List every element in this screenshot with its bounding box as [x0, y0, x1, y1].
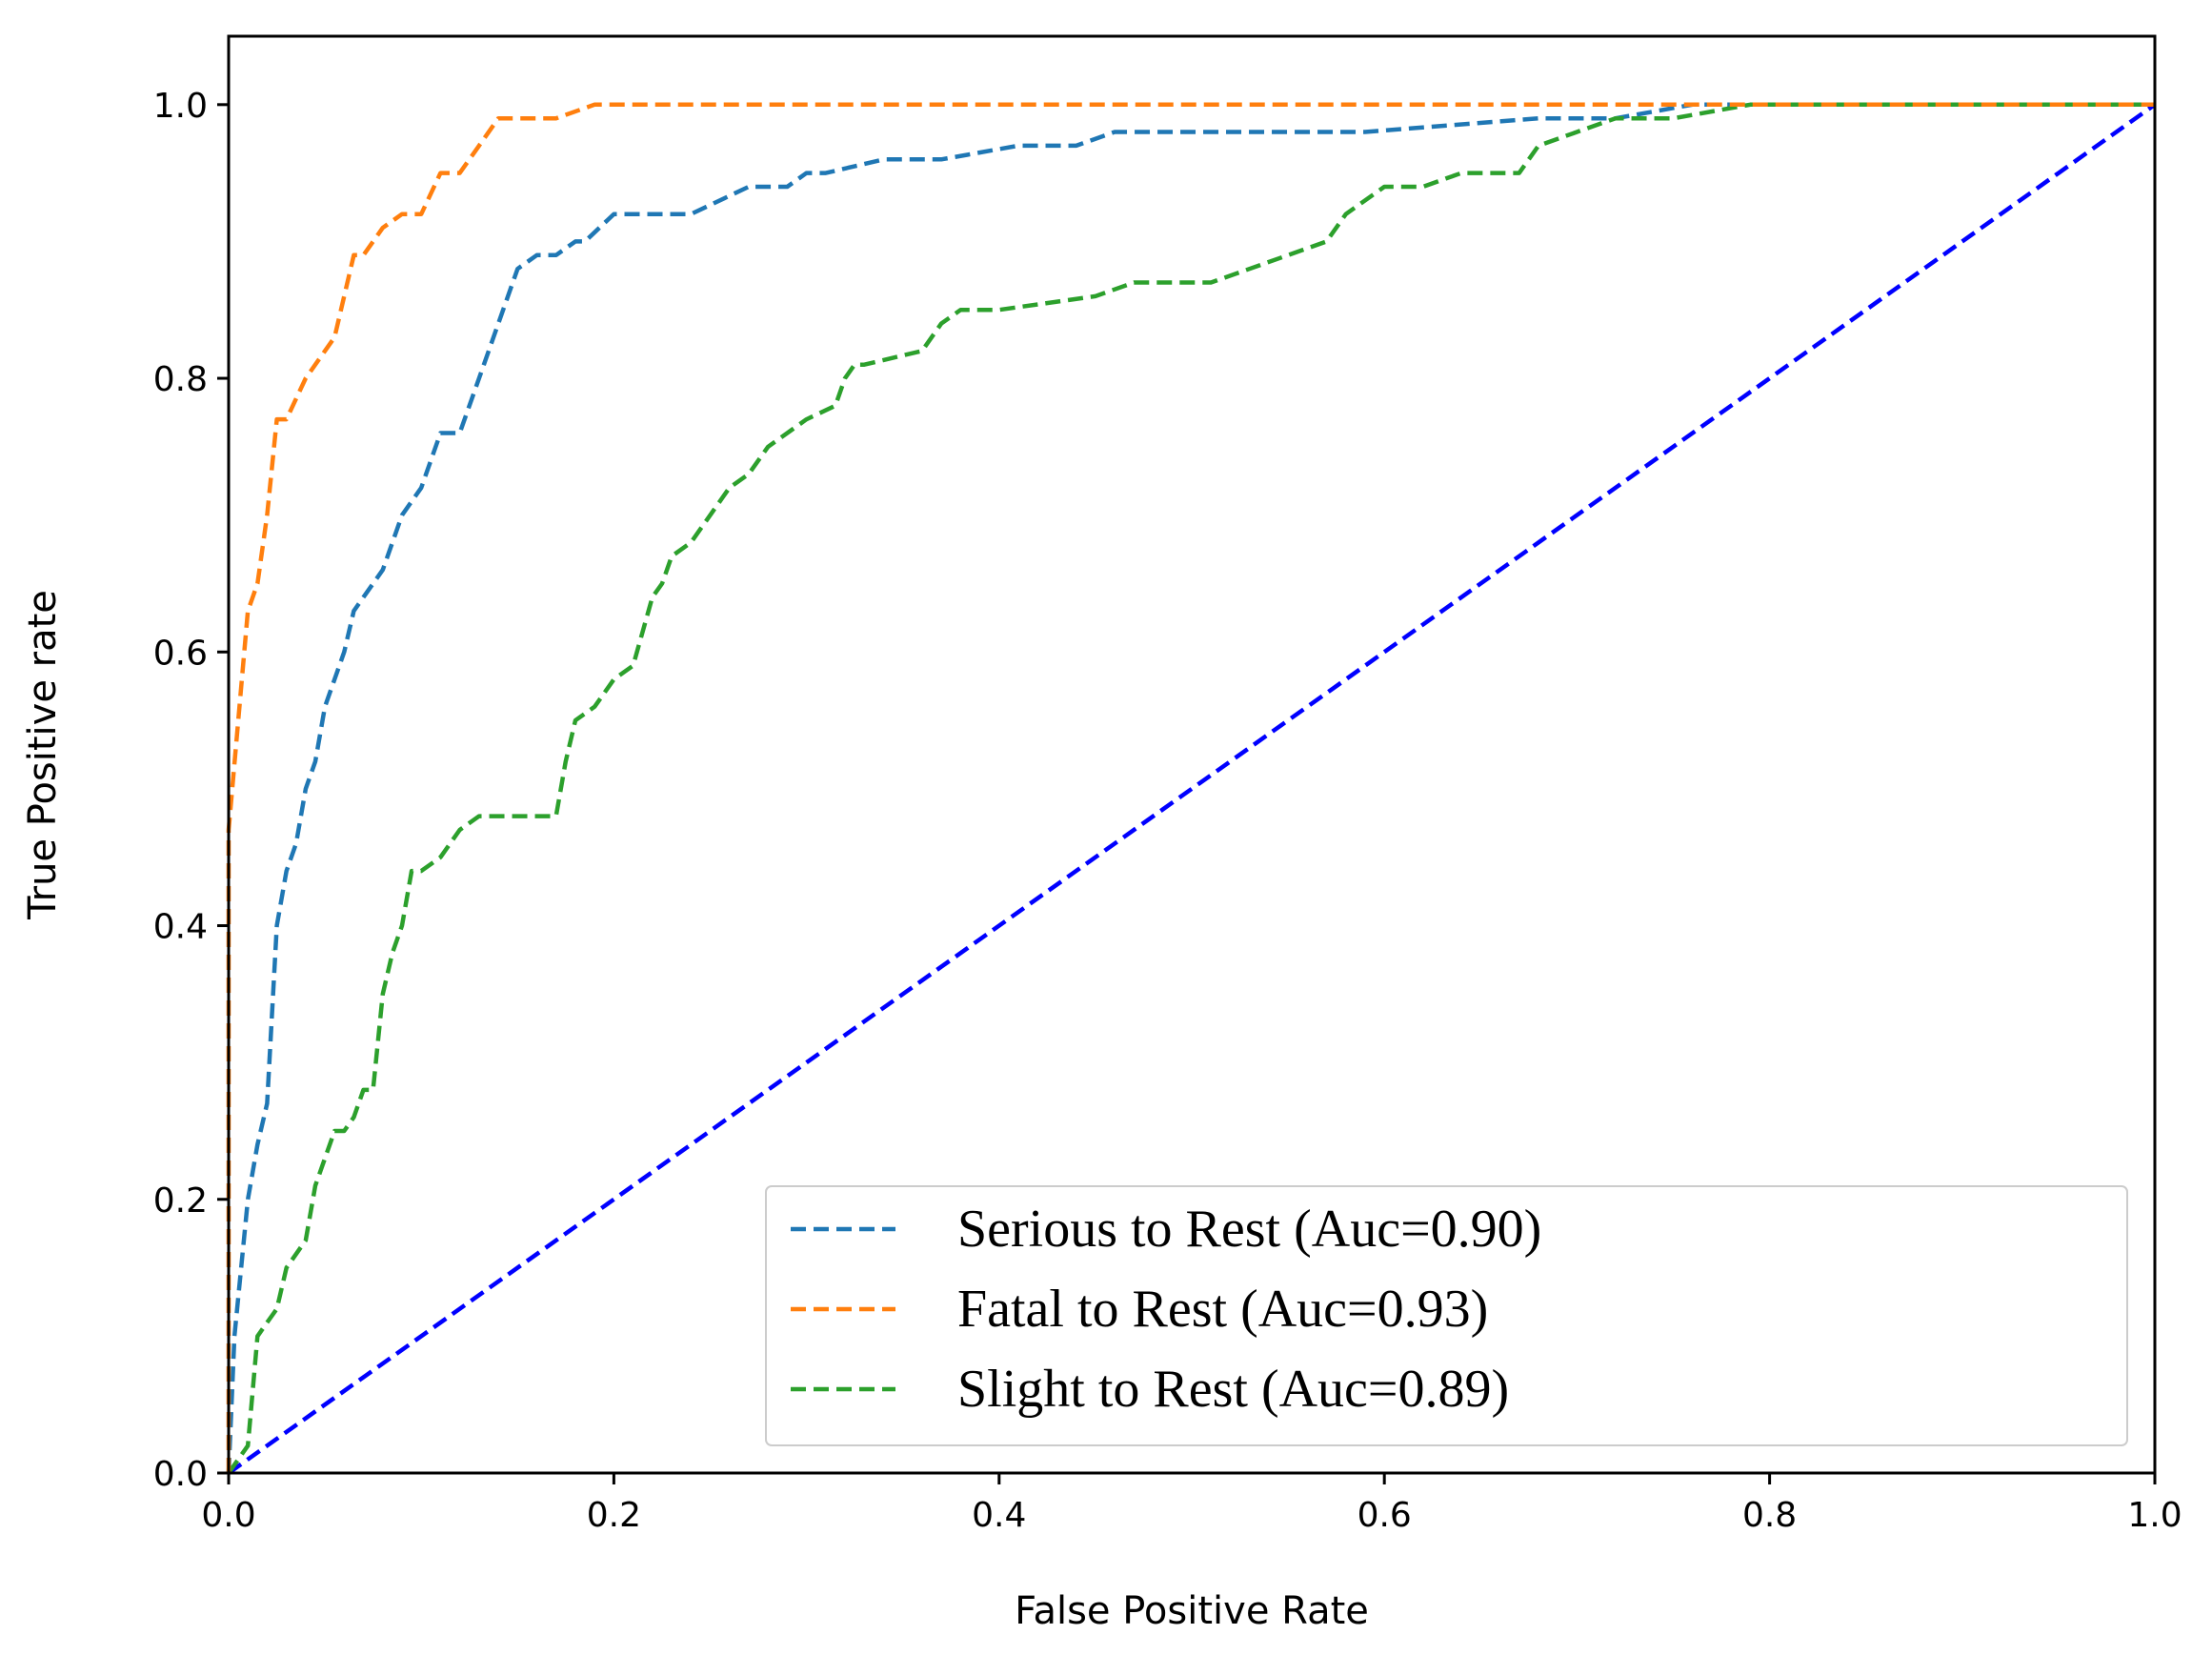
- series-line-slight: [227, 102, 2155, 1475]
- y-axis-label: True Positive rate: [21, 590, 65, 920]
- x-axis-label: False Positive Rate: [1015, 1589, 1369, 1633]
- y-axis: 0.0 0.2 0.4 0.6 0.8 1.0: [153, 87, 229, 1494]
- x-tick-label: 0.2: [587, 1496, 641, 1535]
- x-tick-label: 0.4: [972, 1496, 1026, 1535]
- y-tick-label: 0.4: [153, 908, 208, 947]
- series-line-serious: [226, 102, 2155, 1474]
- legend-box: [765, 1185, 2128, 1446]
- x-tick-label: 0.6: [1357, 1496, 1412, 1535]
- series-layer: [226, 102, 2157, 1475]
- y-tick-label: 1.0: [153, 87, 208, 126]
- plot-frame: [227, 34, 2157, 1475]
- legend-label-fatal: Fatal to Rest (Auc=0.93): [957, 1280, 1488, 1339]
- x-tick-label: 0.8: [1742, 1496, 1797, 1535]
- legend: Serious to Rest (Auc=0.90) Fatal to Rest …: [765, 1185, 2128, 1446]
- y-tick-label: 0.8: [153, 360, 208, 399]
- legend-label-serious: Serious to Rest (Auc=0.90): [957, 1200, 1541, 1259]
- x-tick-label: 1.0: [2127, 1496, 2182, 1535]
- y-tick-label: 0.2: [153, 1181, 208, 1221]
- series-line-chance: [227, 102, 2157, 1475]
- y-tick-label: 0.6: [153, 634, 208, 673]
- series-line-fatal: [226, 102, 2155, 1473]
- x-tick-label: 0.0: [201, 1496, 255, 1535]
- legend-label-slight: Slight to Rest (Auc=0.89): [957, 1360, 1509, 1419]
- x-axis: 0.0 0.2 0.4 0.6 0.8 1.0: [201, 1473, 2182, 1535]
- y-tick-label: 0.0: [153, 1455, 208, 1494]
